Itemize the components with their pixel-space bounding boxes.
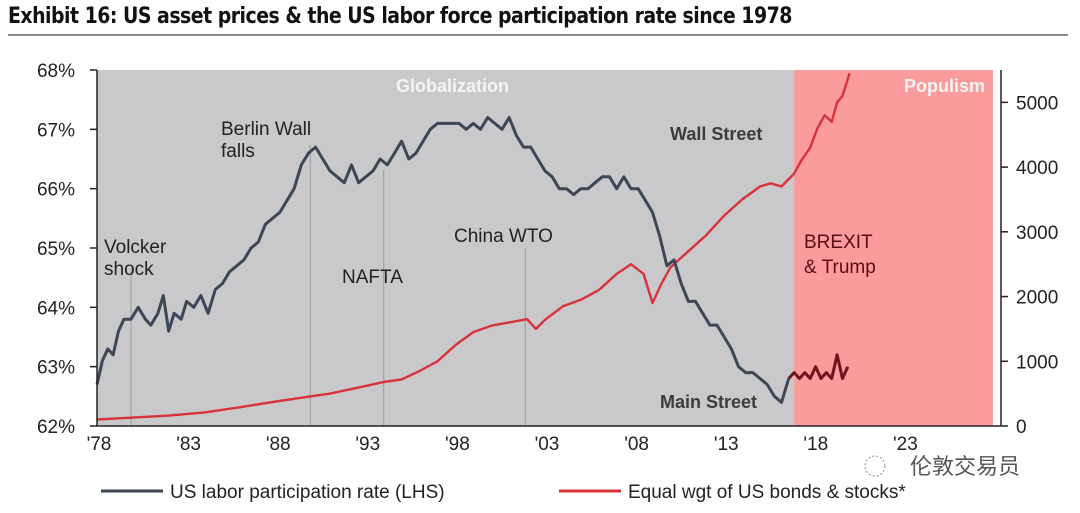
region-label-globalization: Globalization [396, 76, 509, 96]
event-label-volcker-shock-line: shock [104, 259, 154, 280]
y-left-tick-label: 67% [37, 120, 75, 141]
event-label-berlin-wall-line: Berlin Wall [221, 119, 311, 140]
watermark-text: 伦敦交易员 [910, 455, 1020, 480]
region-label-populism: Populism [904, 76, 985, 96]
y-left-tick-label: 63% [37, 358, 75, 379]
x-tick-label: '98 [445, 434, 470, 455]
chart-title: Exhibit 16: US asset prices & the US lab… [8, 4, 792, 29]
series-line-bonds-stocks [96, 72, 851, 421]
y-right-tick-label: 5000 [1016, 93, 1058, 114]
title-underline [8, 34, 1068, 36]
y-left-tick-label: 64% [37, 298, 75, 319]
legend-label-bonds-stocks: Equal wgt of US bonds & stocks* [628, 482, 906, 503]
annotation-trump: & Trump [804, 257, 876, 278]
annotation-wall-street: Wall Street [670, 124, 762, 144]
event-label-china-wto: China WTO [454, 226, 553, 247]
y-left-tick-label: 66% [37, 180, 75, 201]
background-regions [97, 70, 993, 426]
y-right-tick-label: 4000 [1016, 158, 1058, 179]
y-right-tick-label: 0 [1016, 417, 1027, 438]
text-labels: Globalization Populism Volcker shock Berlin … [104, 76, 985, 412]
y-right-tick-label: 3000 [1016, 223, 1058, 244]
watermark-logo-icon [864, 455, 886, 477]
event-label-nafta: NAFTA [342, 267, 403, 288]
legend: US labor participation rate (LHS) Equal w… [101, 455, 1020, 503]
region-populism [794, 70, 993, 426]
x-tick-label: '13 [714, 434, 739, 455]
axes: 62% 63% 64% 65% 66% 67% 68% 0 1000 2000 3000 4000 50… [37, 61, 1058, 455]
y-right-tick-label: 2000 [1016, 288, 1058, 309]
series-line-labor-participation-populism [787, 353, 850, 380]
y-left-tick-label: 65% [37, 239, 75, 260]
x-tick-label: '83 [176, 434, 201, 455]
event-label-volcker-shock: Volcker shock [104, 237, 167, 280]
region-globalization [97, 70, 795, 426]
y-left-tick-label: 62% [37, 417, 75, 438]
annotation-brexit: BREXIT [804, 232, 873, 253]
series-line-labor-participation [95, 116, 791, 404]
event-label-volcker-shock-line: Volcker [104, 237, 167, 258]
legend-label-labor: US labor participation rate (LHS) [170, 482, 445, 503]
x-tick-label: '93 [355, 434, 380, 455]
annotation-main-street: Main Street [660, 392, 757, 412]
series-lines [95, 72, 851, 421]
x-tick-label: '78 [87, 434, 112, 455]
x-tick-label: '03 [535, 434, 560, 455]
x-tick-label: '08 [624, 434, 649, 455]
y-right-tick-label: 1000 [1016, 352, 1058, 373]
x-tick-label: '23 [893, 434, 918, 455]
y-left-tick-label: 68% [37, 61, 75, 82]
x-tick-label: '18 [803, 434, 828, 455]
x-tick-label: '88 [266, 434, 291, 455]
event-lines [130, 145, 526, 426]
event-label-berlin-wall-line: falls [221, 141, 255, 162]
event-label-berlin-wall: Berlin Wall falls [221, 119, 311, 162]
